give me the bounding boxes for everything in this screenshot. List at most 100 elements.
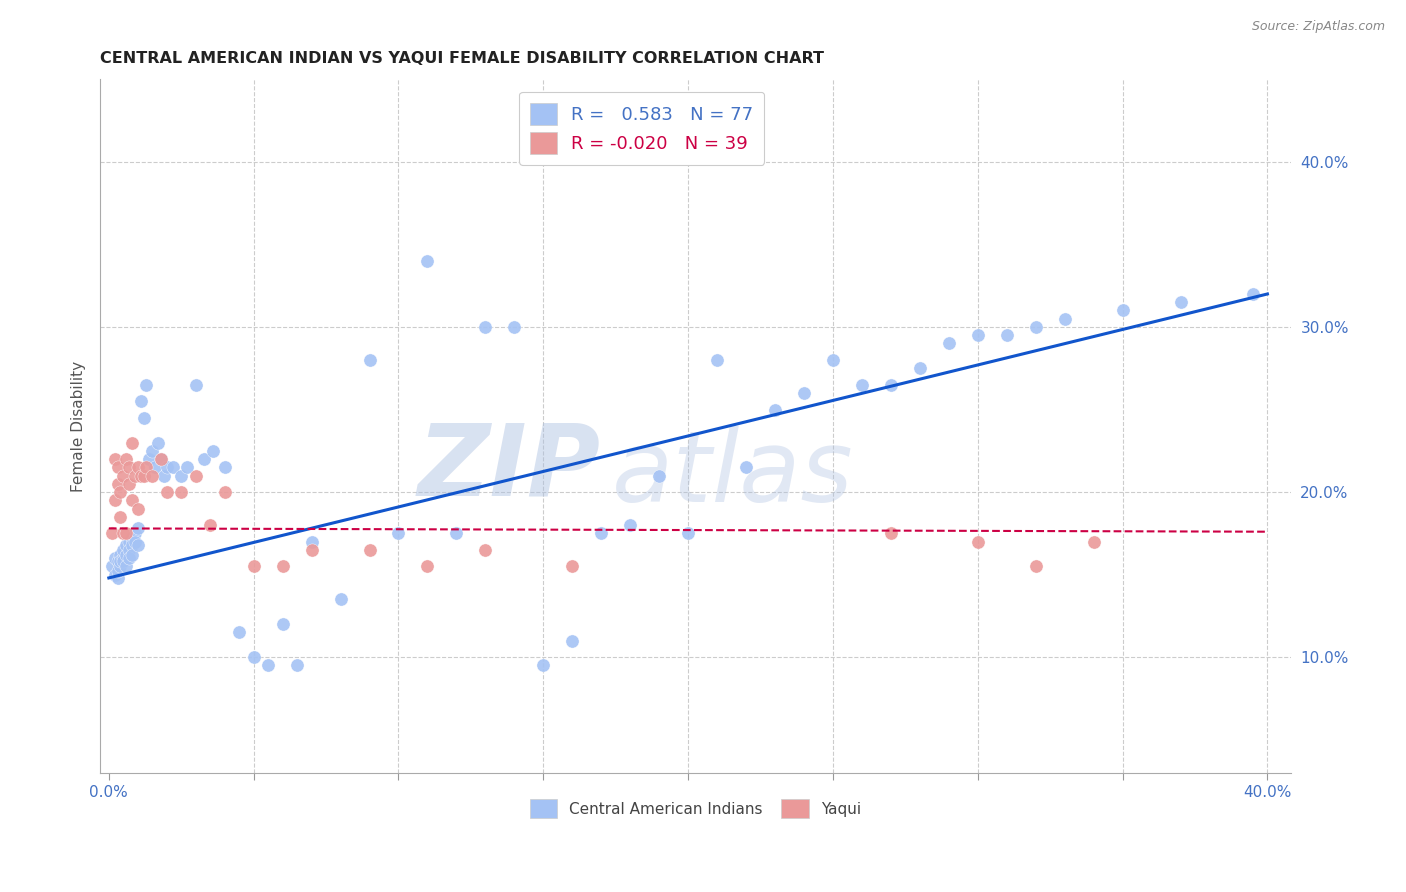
Point xyxy=(359,542,381,557)
Point xyxy=(446,526,468,541)
Y-axis label: Female Disability: Female Disability xyxy=(72,360,86,491)
Point xyxy=(127,538,149,552)
Point xyxy=(1241,287,1264,301)
Point xyxy=(135,377,157,392)
Point xyxy=(104,452,127,467)
Point xyxy=(107,571,129,585)
Point xyxy=(104,567,127,582)
Point xyxy=(184,377,207,392)
Point xyxy=(124,526,146,541)
Point xyxy=(285,658,308,673)
Point xyxy=(100,526,122,541)
Point xyxy=(648,468,671,483)
Point xyxy=(176,460,198,475)
Point xyxy=(966,534,988,549)
Text: CENTRAL AMERICAN INDIAN VS YAQUI FEMALE DISABILITY CORRELATION CHART: CENTRAL AMERICAN INDIAN VS YAQUI FEMALE … xyxy=(100,51,824,66)
Point xyxy=(104,551,127,566)
Point xyxy=(118,460,141,475)
Point xyxy=(149,452,172,467)
Point xyxy=(124,534,146,549)
Point xyxy=(118,542,141,557)
Point xyxy=(474,542,496,557)
Legend: Central American Indians, Yaqui: Central American Indians, Yaqui xyxy=(523,793,868,824)
Point xyxy=(880,526,903,541)
Point xyxy=(474,320,496,334)
Point xyxy=(115,452,138,467)
Point xyxy=(170,485,193,500)
Point xyxy=(129,394,152,409)
Point xyxy=(143,460,166,475)
Point xyxy=(619,518,641,533)
Point xyxy=(107,564,129,578)
Point xyxy=(387,526,409,541)
Point xyxy=(242,650,264,665)
Point xyxy=(735,460,758,475)
Point xyxy=(107,460,129,475)
Point xyxy=(112,554,135,568)
Point xyxy=(995,328,1018,343)
Point xyxy=(127,460,149,475)
Point xyxy=(156,460,179,475)
Point xyxy=(132,468,155,483)
Point xyxy=(110,548,132,562)
Point xyxy=(104,493,127,508)
Point xyxy=(121,538,143,552)
Point xyxy=(121,531,143,545)
Point xyxy=(301,534,323,549)
Point xyxy=(193,452,215,467)
Point xyxy=(561,633,583,648)
Point xyxy=(141,468,163,483)
Point xyxy=(591,526,613,541)
Text: Source: ZipAtlas.com: Source: ZipAtlas.com xyxy=(1251,20,1385,33)
Point xyxy=(121,548,143,562)
Point xyxy=(115,538,138,552)
Point xyxy=(149,452,172,467)
Point xyxy=(132,410,155,425)
Point xyxy=(127,501,149,516)
Point xyxy=(966,328,988,343)
Point xyxy=(1111,303,1133,318)
Point xyxy=(763,402,786,417)
Point xyxy=(242,559,264,574)
Point xyxy=(146,435,169,450)
Point xyxy=(1025,559,1047,574)
Point xyxy=(184,468,207,483)
Point xyxy=(110,485,132,500)
Point xyxy=(112,551,135,566)
Point xyxy=(202,443,225,458)
Point xyxy=(141,443,163,458)
Point xyxy=(115,559,138,574)
Point xyxy=(503,320,526,334)
Point xyxy=(118,534,141,549)
Point xyxy=(257,658,280,673)
Point xyxy=(107,554,129,568)
Point xyxy=(1053,311,1076,326)
Point xyxy=(1025,320,1047,334)
Point xyxy=(124,468,146,483)
Point xyxy=(118,476,141,491)
Text: ZIP: ZIP xyxy=(418,419,600,516)
Point xyxy=(121,493,143,508)
Point xyxy=(1083,534,1105,549)
Point xyxy=(271,617,294,632)
Point xyxy=(416,559,439,574)
Point xyxy=(162,460,184,475)
Point xyxy=(851,377,873,392)
Point xyxy=(676,526,699,541)
Point xyxy=(1170,295,1192,310)
Point xyxy=(793,386,815,401)
Point xyxy=(271,559,294,574)
Point xyxy=(100,559,122,574)
Point xyxy=(112,542,135,557)
Point xyxy=(107,476,129,491)
Point xyxy=(138,452,160,467)
Point xyxy=(110,559,132,574)
Point xyxy=(115,548,138,562)
Point xyxy=(214,485,236,500)
Point xyxy=(561,559,583,574)
Point xyxy=(706,353,728,368)
Point xyxy=(170,468,193,483)
Point xyxy=(880,377,903,392)
Point xyxy=(908,361,931,376)
Point xyxy=(198,518,221,533)
